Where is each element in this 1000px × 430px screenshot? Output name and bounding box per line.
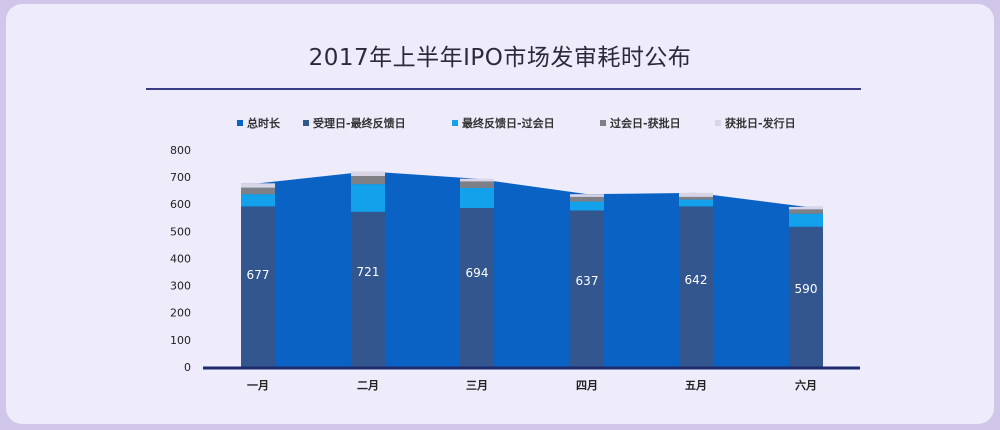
y-tick-label: 0 — [184, 361, 191, 374]
bar-segment-3 — [241, 187, 275, 195]
total-area — [241, 171, 823, 367]
y-tick-label: 200 — [170, 307, 191, 320]
bar-segment-3 — [460, 181, 494, 188]
title-divider — [146, 88, 861, 90]
bar-segment-2 — [351, 184, 385, 212]
legend-label-2: 受理日-最终反馈日 — [313, 116, 406, 130]
bar-segment-1 — [570, 210, 604, 367]
legend-swatch-4 — [600, 120, 606, 126]
y-tick-label: 300 — [170, 280, 191, 293]
x-tick-label: 二月 — [357, 379, 379, 392]
x-tick-label: 四月 — [576, 379, 598, 392]
y-tick-label: 500 — [170, 225, 191, 238]
y-tick-label: 800 — [170, 144, 191, 157]
bar-segment-4 — [241, 183, 275, 188]
bar-segment-2 — [460, 187, 494, 209]
data-labels: 677 721 694 637 642 590 — [247, 265, 818, 296]
x-tick-label: 六月 — [795, 378, 817, 392]
y-tick-label: 400 — [170, 252, 191, 265]
data-label: 637 — [576, 274, 599, 288]
legend-swatch-1 — [237, 120, 243, 126]
chart-title: 2017年上半年IPO市场发审耗时公布 — [308, 45, 692, 71]
bar-segment-2 — [679, 199, 713, 207]
data-label: 721 — [357, 265, 380, 279]
data-label: 590 — [795, 282, 818, 296]
bar-segment-4 — [789, 206, 823, 210]
x-tick-label: 一月 — [247, 379, 269, 392]
legend-label-5: 获批日-发行日 — [725, 116, 796, 130]
data-label: 694 — [466, 266, 489, 280]
bar-segment-1 — [679, 206, 713, 367]
legend-swatch-3 — [452, 120, 458, 126]
bars — [241, 171, 823, 367]
x-tick-label: 五月 — [685, 379, 707, 392]
legend-label-4: 过会日-获批日 — [610, 116, 681, 130]
bar-segment-3 — [351, 176, 385, 185]
x-axis: 一月 二月 三月 四月 五月 六月 — [247, 378, 817, 392]
bar-segment-4 — [570, 194, 604, 197]
bar-segment-2 — [789, 213, 823, 227]
bar-segment-4 — [679, 192, 713, 197]
bar-segment-3 — [679, 196, 713, 200]
bar-segment-1 — [351, 211, 385, 367]
data-label: 642 — [685, 273, 708, 287]
y-tick-label: 600 — [170, 198, 191, 211]
bar-segment-3 — [789, 209, 823, 214]
legend-swatch-5 — [715, 120, 721, 126]
data-label: 677 — [247, 268, 270, 282]
legend: 总时长 受理日-最终反馈日 最终反馈日-过会日 过会日-获批日 获批日-发行日 — [237, 116, 796, 130]
legend-label-3: 最终反馈日-过会日 — [462, 116, 555, 130]
x-tick-label: 三月 — [466, 379, 488, 392]
bar-segment-2 — [570, 201, 604, 211]
bar-segment-4 — [351, 171, 385, 177]
y-axis: 0 100 200 300 400 500 600 700 800 — [170, 144, 191, 374]
bar-segment-1 — [789, 226, 823, 367]
y-tick-label: 700 — [170, 171, 191, 184]
bar-segment-2 — [241, 194, 275, 207]
legend-swatch-2 — [303, 120, 309, 126]
bar-segment-4 — [460, 178, 494, 182]
bar-segment-1 — [460, 208, 494, 367]
bar-segment-1 — [241, 206, 275, 367]
bar-segment-3 — [570, 196, 604, 202]
legend-label-1: 总时长 — [247, 116, 281, 130]
y-tick-label: 100 — [170, 334, 191, 347]
